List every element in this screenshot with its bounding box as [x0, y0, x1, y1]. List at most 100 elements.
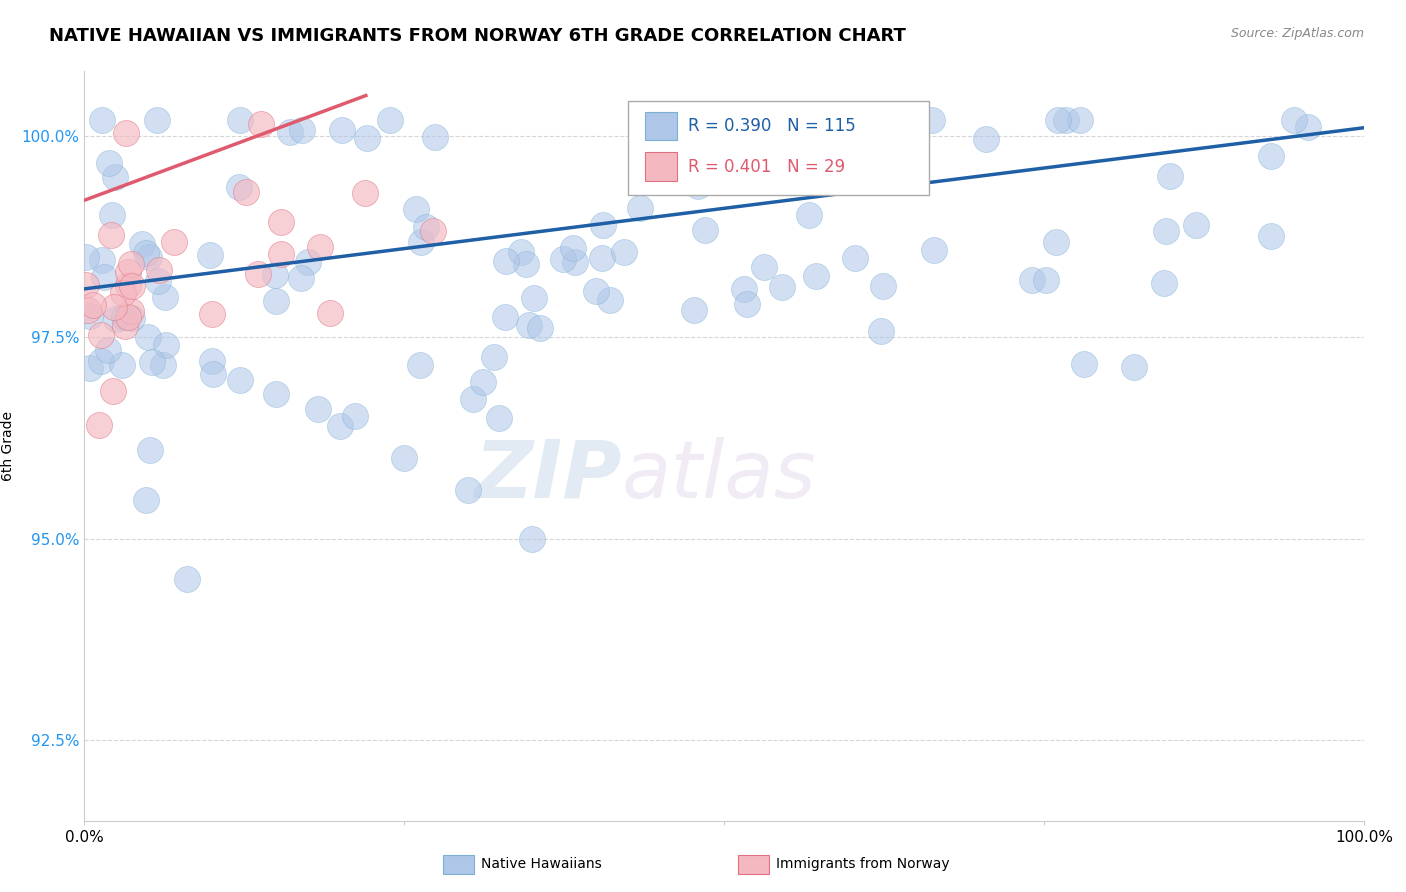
Point: [599, 293, 621, 307]
Point: [844, 252, 866, 266]
Y-axis label: 6th Grade: 6th Grade: [0, 411, 14, 481]
Point: [297, 255, 319, 269]
Point: [564, 254, 586, 268]
Point: [1045, 235, 1067, 249]
Point: [1159, 169, 1181, 183]
Point: [329, 418, 352, 433]
Point: [1298, 120, 1320, 135]
Point: [229, 112, 252, 127]
Point: [1154, 224, 1177, 238]
Point: [356, 130, 378, 145]
Point: [628, 202, 651, 216]
Point: [270, 215, 292, 229]
Text: NATIVE HAWAIIAN VS IMMIGRANTS FROM NORWAY 6TH GRADE CORRELATION CHART: NATIVE HAWAIIAN VS IMMIGRANTS FROM NORWA…: [49, 27, 905, 45]
Point: [1153, 276, 1175, 290]
Point: [89, 417, 111, 432]
Point: [101, 208, 124, 222]
Point: [229, 373, 252, 387]
Text: Native Hawaiians: Native Hawaiians: [481, 857, 602, 871]
Point: [98, 155, 121, 169]
Point: [148, 262, 170, 277]
Point: [291, 123, 314, 137]
Point: [457, 483, 479, 498]
Point: [461, 392, 484, 406]
Point: [120, 257, 142, 271]
Point: [121, 279, 143, 293]
Point: [921, 112, 943, 127]
Point: [235, 185, 257, 199]
Point: [176, 572, 198, 586]
Point: [202, 367, 225, 381]
Point: [394, 451, 416, 466]
Point: [153, 290, 176, 304]
Point: [495, 253, 517, 268]
Point: [264, 293, 287, 308]
Point: [146, 274, 169, 288]
Point: [1073, 357, 1095, 371]
Point: [471, 375, 494, 389]
Point: [104, 169, 127, 184]
Point: [228, 179, 250, 194]
Point: [592, 218, 614, 232]
Point: [90, 327, 112, 342]
Point: [152, 359, 174, 373]
Point: [974, 132, 997, 146]
Point: [519, 318, 541, 333]
Point: [93, 270, 115, 285]
Point: [378, 112, 401, 127]
Point: [75, 250, 97, 264]
Point: [117, 265, 139, 279]
Point: [309, 240, 332, 254]
Point: [246, 267, 269, 281]
Point: [869, 324, 891, 338]
Point: [529, 320, 551, 334]
Point: [264, 386, 288, 401]
Point: [290, 271, 312, 285]
Point: [100, 227, 122, 242]
Point: [770, 280, 793, 294]
Point: [103, 300, 125, 314]
Point: [523, 291, 546, 305]
Text: ZIP: ZIP: [474, 437, 621, 515]
Point: [778, 114, 800, 128]
Point: [111, 358, 134, 372]
Point: [683, 302, 706, 317]
Point: [270, 247, 292, 261]
Point: [114, 318, 136, 333]
Point: [135, 493, 157, 508]
FancyBboxPatch shape: [645, 112, 676, 140]
Point: [872, 279, 894, 293]
Point: [1260, 229, 1282, 244]
Point: [591, 251, 613, 265]
Point: [354, 186, 377, 200]
Point: [114, 127, 136, 141]
Point: [1260, 148, 1282, 162]
Point: [688, 169, 710, 184]
Point: [1069, 112, 1091, 127]
Point: [97, 343, 120, 357]
Point: [264, 268, 287, 283]
Point: [422, 225, 444, 239]
Point: [77, 302, 100, 317]
Text: atlas: atlas: [621, 437, 817, 515]
Point: [90, 112, 112, 127]
Point: [823, 154, 845, 169]
FancyBboxPatch shape: [645, 153, 676, 181]
Point: [112, 310, 135, 324]
Point: [409, 358, 432, 372]
Point: [515, 257, 537, 271]
Point: [200, 248, 222, 262]
Point: [585, 284, 607, 298]
Point: [733, 282, 755, 296]
Point: [724, 134, 747, 148]
Point: [482, 350, 505, 364]
Point: [494, 310, 516, 324]
Point: [651, 174, 673, 188]
Point: [695, 223, 717, 237]
Point: [831, 112, 853, 127]
Point: [121, 310, 143, 325]
Point: [79, 309, 101, 323]
Point: [307, 401, 329, 416]
Point: [155, 337, 177, 351]
Point: [520, 532, 543, 546]
